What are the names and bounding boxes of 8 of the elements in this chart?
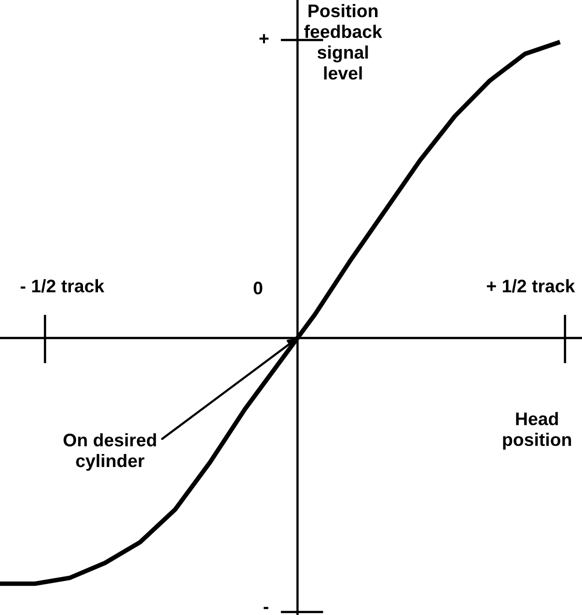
annotation: + 1/2 track (486, 279, 576, 293)
x-axis-title: Head position (503, 412, 571, 450)
annotation: 0 (254, 282, 262, 294)
annotation: On desired cylinder (64, 433, 156, 471)
y-axis-title: Position feedback signal level (304, 4, 382, 80)
annotation: - 1/2 track (20, 279, 104, 293)
annotation: + (259, 34, 269, 44)
text: - (264, 606, 268, 610)
